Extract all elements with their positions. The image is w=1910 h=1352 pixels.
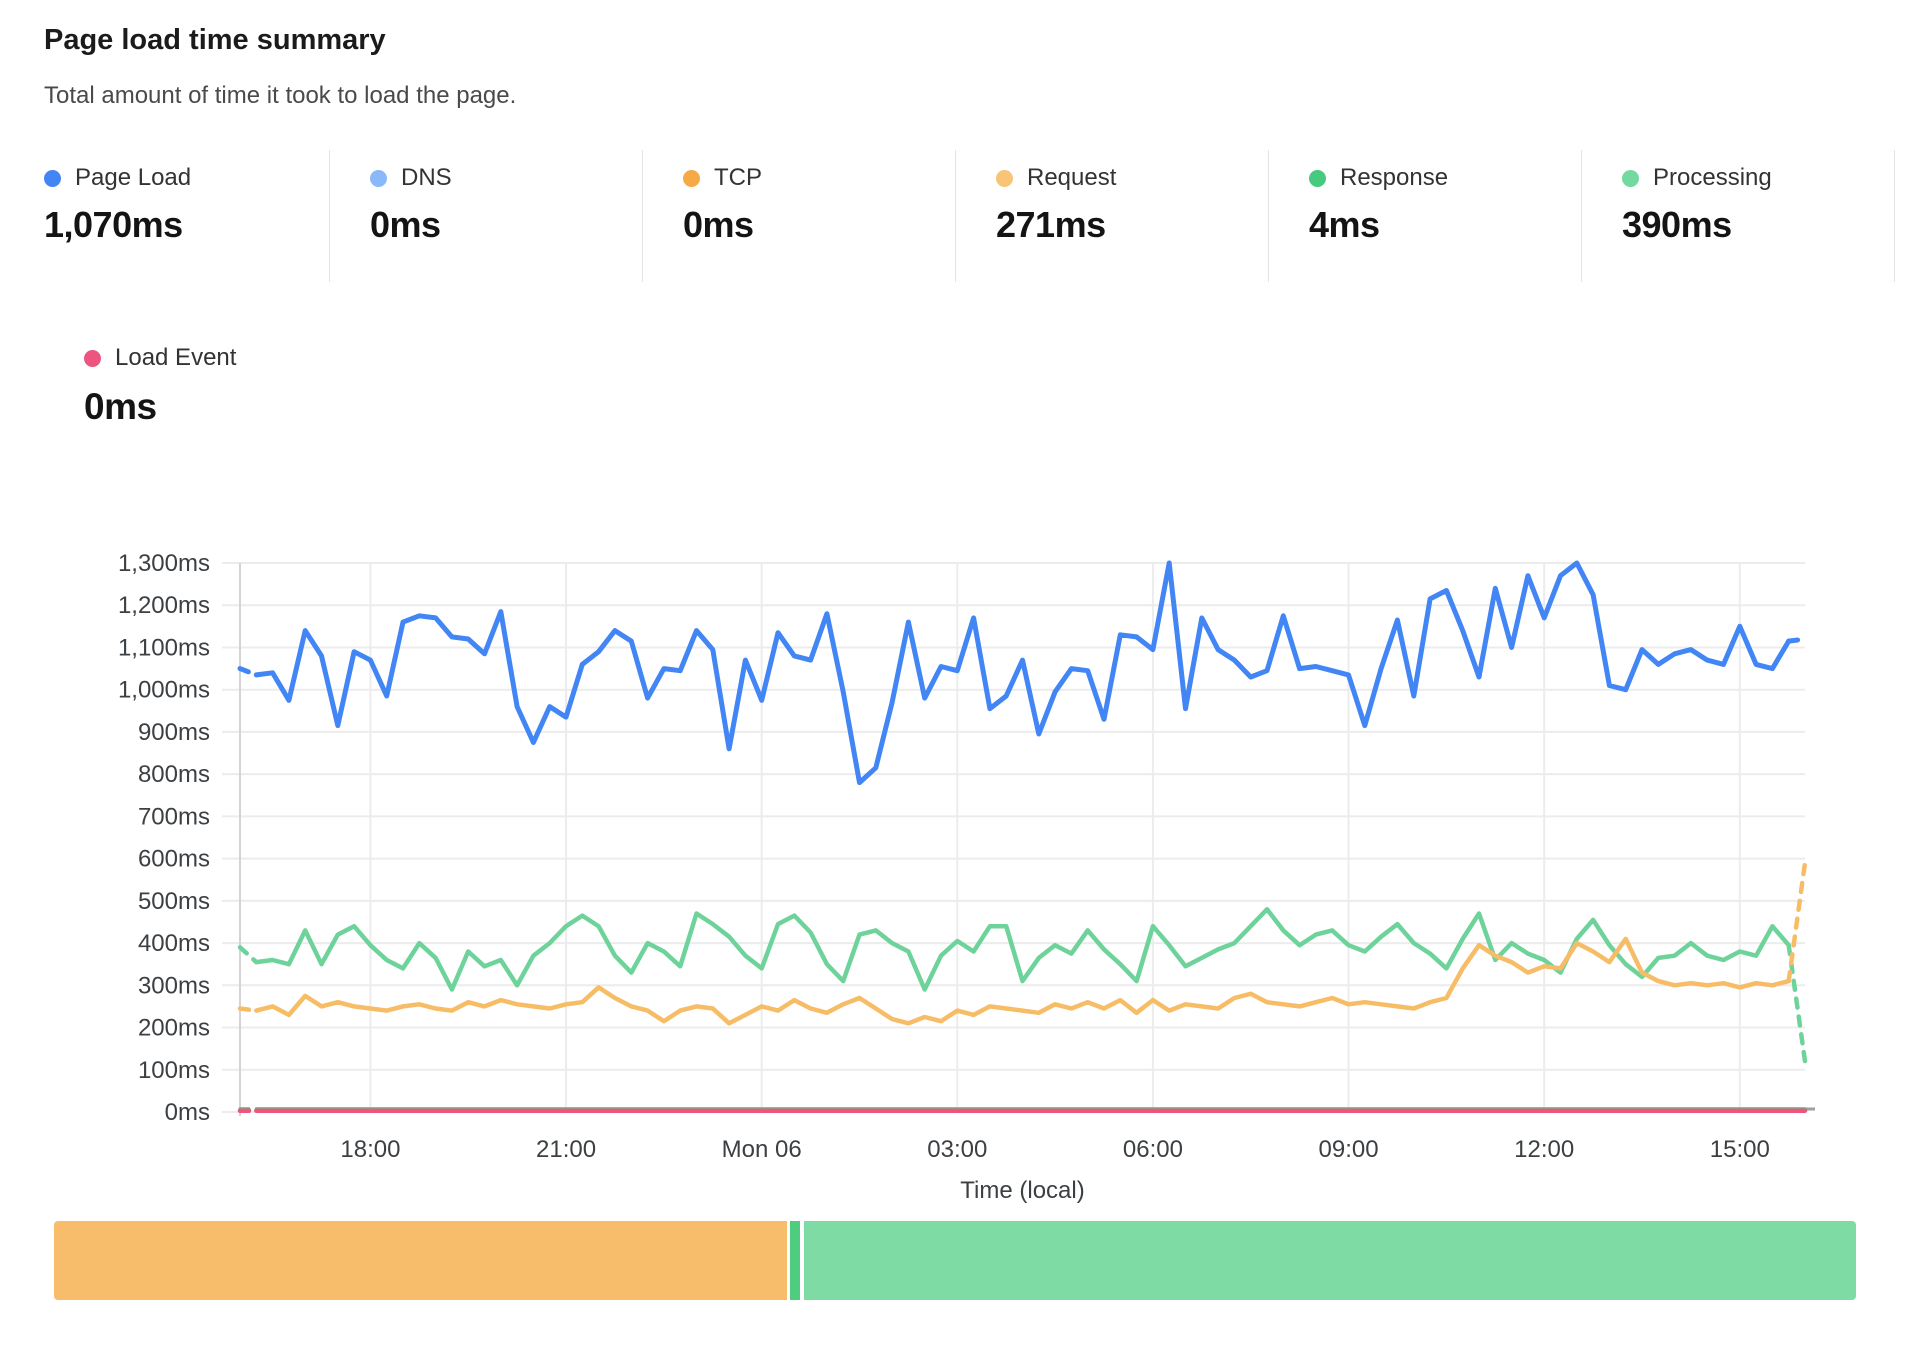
- x-axis-tick-label: 18:00: [340, 1136, 400, 1163]
- stat-page-load[interactable]: Page Load 1,070ms: [0, 150, 330, 282]
- page-title: Page load time summary: [44, 24, 386, 56]
- stat-label: TCP: [714, 164, 762, 191]
- y-axis-tick-label: 0ms: [165, 1099, 210, 1126]
- stat-load-event[interactable]: Load Event 0ms: [44, 330, 357, 462]
- stat-value: 390ms: [1622, 204, 1732, 245]
- timeline-segment-marker: [790, 1221, 801, 1300]
- page-subtitle: Total amount of time it took to load the…: [44, 82, 517, 109]
- timeline-gap: [787, 1221, 791, 1300]
- stat-dns[interactable]: DNS 0ms: [330, 150, 643, 282]
- load-event-legend-dot: [84, 349, 101, 367]
- stat-value: 0ms: [370, 204, 441, 245]
- stat-label: Response: [1340, 164, 1449, 191]
- stat-value: 0ms: [84, 386, 157, 427]
- y-axis-tick-label: 800ms: [138, 761, 210, 788]
- series-line-request: [254, 936, 1791, 1026]
- x-axis-tick-label: Mon 06: [722, 1136, 802, 1163]
- y-axis-tick-label: 500ms: [138, 888, 210, 915]
- timeline-status-bar[interactable]: [54, 1221, 1856, 1300]
- load-time-line-chart[interactable]: 0ms 100ms 200ms 300ms 400ms 500ms 600ms 700ms 80…: [0, 540, 1910, 1240]
- tcp-legend-dot: [683, 169, 700, 187]
- x-axis-tick-label: 06:00: [1123, 1136, 1183, 1163]
- stat-label: Load Event: [115, 344, 237, 371]
- timeline-segment-processing: [804, 1221, 1856, 1300]
- y-axis-tick-label: 1,300ms: [118, 550, 210, 577]
- request-legend-dot: [996, 169, 1013, 187]
- legend-stats-row: Page Load 1,070ms DNS 0ms TCP 0ms Reques…: [0, 150, 1895, 282]
- stat-value: 271ms: [996, 204, 1106, 245]
- y-axis-tick-label: 200ms: [138, 1015, 210, 1042]
- stat-request[interactable]: Request 271ms: [956, 150, 1269, 282]
- processing-legend-dot: [1622, 169, 1639, 187]
- y-axis-tick-label: 1,100ms: [118, 634, 210, 661]
- series-line-processing: [254, 907, 1791, 992]
- stat-response[interactable]: Response 4ms: [1269, 150, 1582, 282]
- timeline-segment-request: [54, 1221, 788, 1300]
- dns-legend-dot: [370, 169, 387, 187]
- stat-processing[interactable]: Processing 390ms: [1582, 150, 1895, 282]
- y-axis-tick-label: 900ms: [138, 719, 210, 746]
- stat-label: DNS: [401, 164, 452, 191]
- stat-value: 4ms: [1309, 204, 1380, 245]
- page-load-legend-dot: [44, 169, 61, 187]
- y-axis-tick-label: 400ms: [138, 930, 210, 957]
- y-axis-tick-label: 600ms: [138, 846, 210, 873]
- x-axis-tick-label: 21:00: [536, 1136, 596, 1163]
- timeline-gap: [800, 1221, 805, 1300]
- x-axis-tick-label: 12:00: [1514, 1136, 1574, 1163]
- stat-label: Processing: [1653, 164, 1772, 191]
- series-line-page-load: [253, 560, 1792, 786]
- stat-value: 0ms: [683, 204, 754, 245]
- x-axis-title: Time (local): [960, 1177, 1084, 1204]
- stat-tcp[interactable]: TCP 0ms: [643, 150, 956, 282]
- y-axis-tick-label: 1,000ms: [118, 677, 210, 704]
- chart-canvas: 0ms 100ms 200ms 300ms 400ms 500ms 600ms 700ms 80…: [118, 550, 1815, 1204]
- response-legend-dot: [1309, 169, 1326, 187]
- x-axis-tick-label: 15:00: [1710, 1136, 1770, 1163]
- x-axis-tick-label: 03:00: [927, 1136, 987, 1163]
- stat-value: 1,070ms: [44, 204, 183, 245]
- y-axis-tick-label: 700ms: [138, 803, 210, 830]
- x-axis-tick-label: 09:00: [1319, 1136, 1379, 1163]
- stat-label: Page Load: [75, 164, 192, 191]
- y-axis-tick-label: 1,200ms: [118, 592, 210, 619]
- y-axis-tick-label: 100ms: [138, 1057, 210, 1084]
- stat-label: Request: [1027, 164, 1117, 191]
- y-axis-tick-label: 300ms: [138, 972, 210, 999]
